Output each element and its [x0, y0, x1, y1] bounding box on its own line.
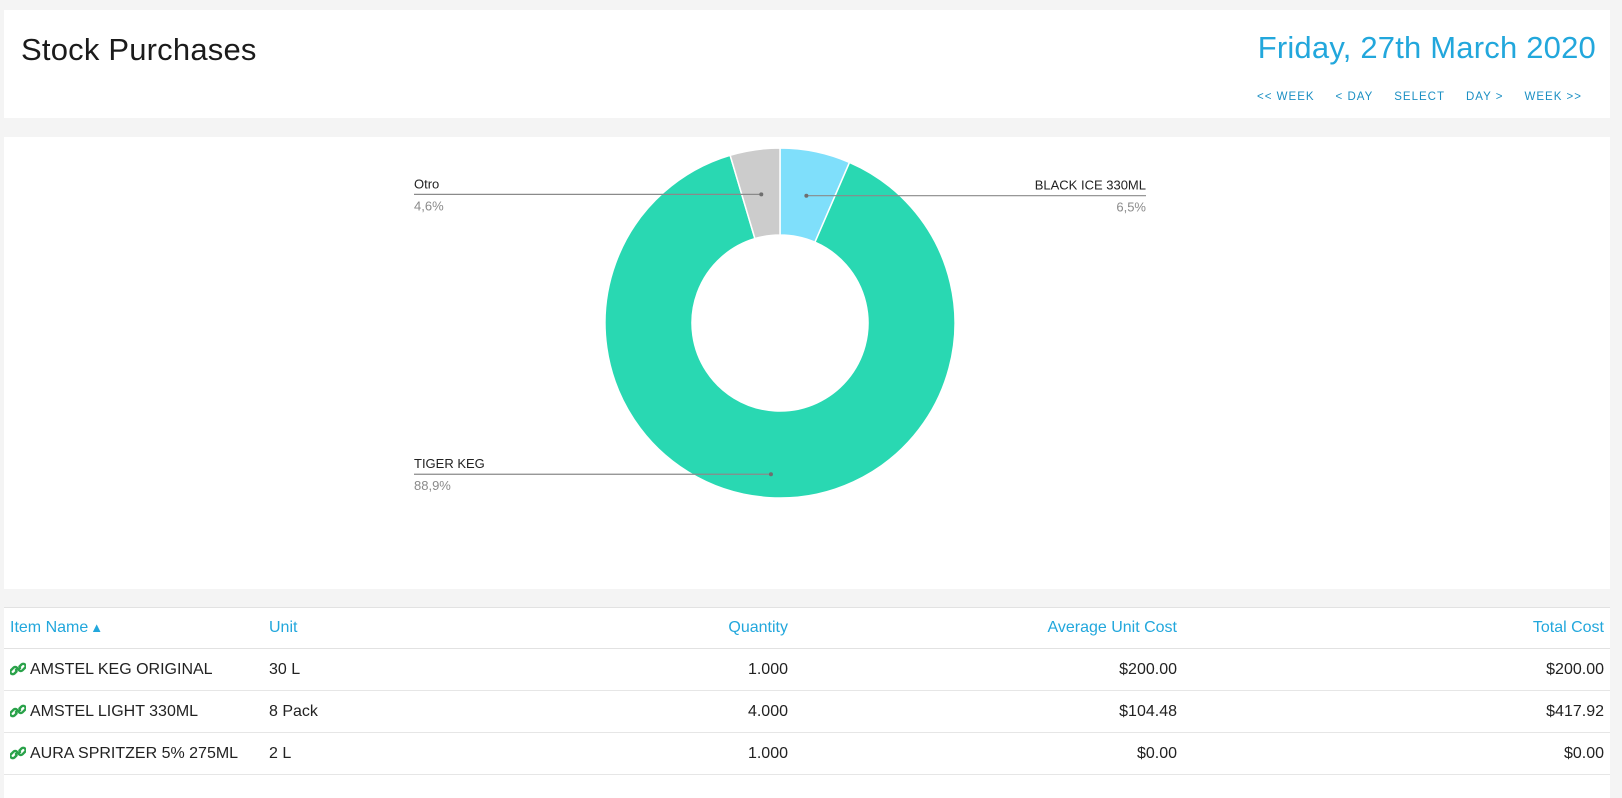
quantity-cell: 1.000 — [535, 732, 794, 775]
leader-dot — [804, 193, 809, 198]
leader-dot — [768, 472, 773, 477]
column-header-item-name[interactable]: Item Name ▲ — [4, 608, 263, 649]
average-unit-cost-cell: $0.00 — [794, 732, 1183, 775]
donut-chart: BLACK ICE 330ML 6,5% TIGER KEG 88,9% Otro 4,6… — [414, 147, 1146, 499]
page-title: Stock Purchases — [21, 32, 257, 67]
average-unit-cost-cell: $104.48 — [794, 690, 1183, 733]
date-navigation: << WEEK < DAY SELECT DAY > WEEK >> — [1236, 91, 1582, 103]
pie-slice[interactable] — [604, 154, 956, 499]
header-panel: Stock Purchases Friday, 27th March 2020 … — [4, 10, 1610, 118]
slice-percentage: 88,9% — [414, 478, 451, 493]
prev-week-link[interactable]: << WEEK — [1257, 91, 1315, 103]
table-body: AMSTEL KEG ORIGINAL 30 L 1.000 $200.00 $200.… — [4, 648, 1610, 775]
item-name-cell: AMSTEL LIGHT 330ML — [4, 690, 263, 733]
table-header-row: Item Name ▲ Unit Quantity Average Unit Co… — [4, 608, 1610, 649]
slice-label: TIGER KEG — [414, 456, 485, 471]
item-name-text: AMSTEL LIGHT 330ML — [30, 702, 199, 720]
table-row: AMSTEL LIGHT 330ML 8 Pack 4.000 $104.48 $417… — [4, 690, 1610, 733]
leader-dot — [759, 192, 764, 197]
item-name-cell: AMSTEL KEG ORIGINAL — [4, 648, 263, 691]
table-row: AURA SPRITZER 5% 275ML 2 L 1.000 $0.00 $0.00 — [4, 732, 1610, 775]
date-title: Friday, 27th March 2020 — [1257, 30, 1596, 65]
prev-day-link[interactable]: < DAY — [1335, 91, 1374, 103]
link-icon[interactable] — [10, 746, 26, 760]
next-day-link[interactable]: DAY > — [1466, 91, 1504, 103]
table-panel: Item Name ▲ Unit Quantity Average Unit Co… — [4, 607, 1610, 798]
item-name-cell: AURA SPRITZER 5% 275ML — [4, 732, 263, 775]
stock-purchases-table: Item Name ▲ Unit Quantity Average Unit Co… — [4, 608, 1610, 775]
pie-slice[interactable] — [729, 147, 781, 240]
total-cost-cell: $200.00 — [1183, 648, 1610, 691]
link-icon[interactable] — [10, 704, 26, 718]
item-name-text: AMSTEL KEG ORIGINAL — [30, 660, 213, 678]
column-header-total-cost[interactable]: Total Cost — [1183, 608, 1610, 649]
unit-cell: 2 L — [263, 732, 535, 775]
total-cost-cell: $417.92 — [1183, 690, 1610, 733]
column-label-item-name: Item Name — [10, 619, 89, 636]
quantity-cell: 4.000 — [535, 690, 794, 733]
select-date-link[interactable]: SELECT — [1394, 91, 1445, 103]
slice-label: Otro — [414, 176, 439, 191]
total-cost-cell: $0.00 — [1183, 732, 1610, 775]
slice-label: BLACK ICE 330ML — [1035, 178, 1146, 193]
item-name-text: AURA SPRITZER 5% 275ML — [30, 744, 239, 762]
chart-panel: BLACK ICE 330ML 6,5% TIGER KEG 88,9% Otro 4,6… — [4, 137, 1610, 589]
sort-ascending-icon: ▲ — [90, 620, 104, 635]
unit-cell: 30 L — [263, 648, 535, 691]
next-week-link[interactable]: WEEK >> — [1524, 91, 1582, 103]
link-icon[interactable] — [10, 662, 26, 676]
table-row: AMSTEL KEG ORIGINAL 30 L 1.000 $200.00 $200.… — [4, 648, 1610, 691]
column-header-quantity[interactable]: Quantity — [535, 608, 794, 649]
column-header-average-unit-cost[interactable]: Average Unit Cost — [794, 608, 1183, 649]
unit-cell: 8 Pack — [263, 690, 535, 733]
quantity-cell: 1.000 — [535, 648, 794, 691]
column-header-unit[interactable]: Unit — [263, 608, 535, 649]
slice-percentage: 6,5% — [1116, 200, 1146, 215]
average-unit-cost-cell: $200.00 — [794, 648, 1183, 691]
slice-percentage: 4,6% — [414, 198, 444, 213]
